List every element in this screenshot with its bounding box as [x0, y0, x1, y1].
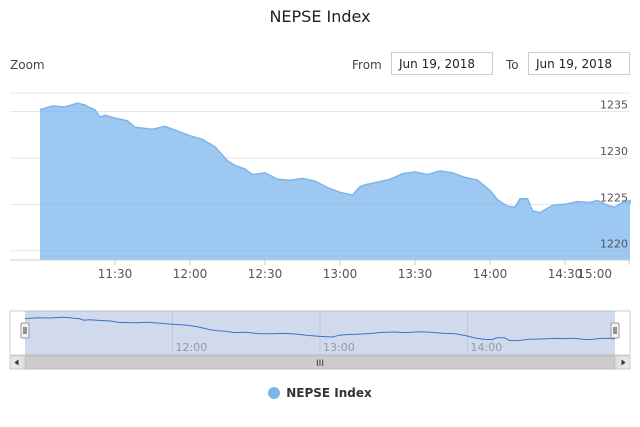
navigator-grid [172, 311, 468, 355]
y-axis: 1220 1225 1230 1235 [600, 99, 628, 251]
scrollbar[interactable]: III [9, 355, 631, 370]
series-area-fill [40, 103, 630, 260]
x-tick-label: 12:30 [248, 267, 283, 281]
navigator-series-line [24, 316, 616, 342]
navigator-right-handle[interactable] [610, 322, 620, 339]
chevron-left-icon [14, 359, 19, 366]
scrollbar-grip: III [316, 359, 324, 369]
navigator-selected-range[interactable] [25, 311, 615, 355]
x-tick-label: 15:00 [577, 267, 612, 281]
x-tick-label: 14:00 [473, 267, 508, 281]
y-tick-label: 1235 [600, 99, 628, 112]
navigator-left-handle[interactable] [20, 322, 30, 339]
navigator-tick-label: 14:00 [471, 341, 503, 354]
y-tick-label: 1220 [600, 238, 628, 251]
x-tick-label: 14:30 [548, 267, 583, 281]
y-tick-label: 1225 [600, 191, 628, 204]
series-area [39, 102, 631, 260]
from-date-input[interactable]: Jun 19, 2018 [391, 52, 493, 75]
navigator-tick-label: 12:00 [176, 341, 208, 354]
to-date-input[interactable]: Jun 19, 2018 [528, 52, 630, 75]
navigator-series [24, 316, 616, 342]
series-line [39, 102, 631, 214]
legend-marker-icon [268, 387, 281, 399]
navigator-tick-label: 13:00 [323, 341, 355, 354]
x-tick-label: 11:30 [98, 267, 133, 281]
navigator[interactable]: 12:00 13:00 14:00 [9, 310, 631, 356]
x-tick-label: 13:30 [398, 267, 433, 281]
scrollbar-thumb[interactable] [24, 355, 616, 370]
chevron-right-icon [621, 359, 626, 366]
chart-title: NEPSE Index [269, 7, 371, 26]
x-tick-label: 12:00 [173, 267, 208, 281]
from-label: From [352, 58, 382, 72]
legend-label: NEPSE Index [286, 386, 372, 400]
to-label: To [506, 58, 519, 72]
navigator-axis: 12:00 13:00 14:00 [176, 341, 503, 354]
x-tick-label: 13:00 [323, 267, 358, 281]
zoom-label: Zoom [10, 58, 45, 72]
legend-item[interactable]: NEPSE Index [0, 386, 640, 400]
y-tick-label: 1230 [600, 145, 628, 158]
